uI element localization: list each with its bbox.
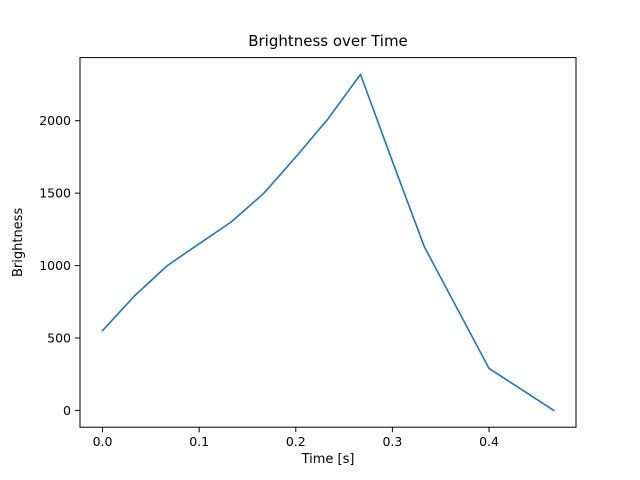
y-tick-label: 1500 <box>39 186 71 201</box>
x-axis-label: Time [s] <box>301 452 355 467</box>
x-tick-label: 0.0 <box>93 434 113 449</box>
y-axis-ticks: 0 500 1000 1500 2000 <box>39 113 80 418</box>
y-tick-label: 500 <box>47 330 71 345</box>
plot-area <box>79 57 577 428</box>
y-axis-label: Brightness <box>11 208 26 277</box>
x-tick-label: 0.4 <box>479 434 499 449</box>
chart-title: Brightness over Time <box>248 32 408 50</box>
y-tick-label: 0 <box>63 403 71 418</box>
y-tick-label: 2000 <box>39 113 71 128</box>
brightness-line-series <box>101 73 555 412</box>
y-tick-label: 1000 <box>39 258 71 273</box>
x-tick-label: 0.2 <box>286 434 306 449</box>
x-axis-ticks: 0.0 0.1 0.2 0.3 0.4 <box>93 427 499 449</box>
x-tick-label: 0.1 <box>189 434 209 449</box>
x-tick-label: 0.3 <box>382 434 402 449</box>
